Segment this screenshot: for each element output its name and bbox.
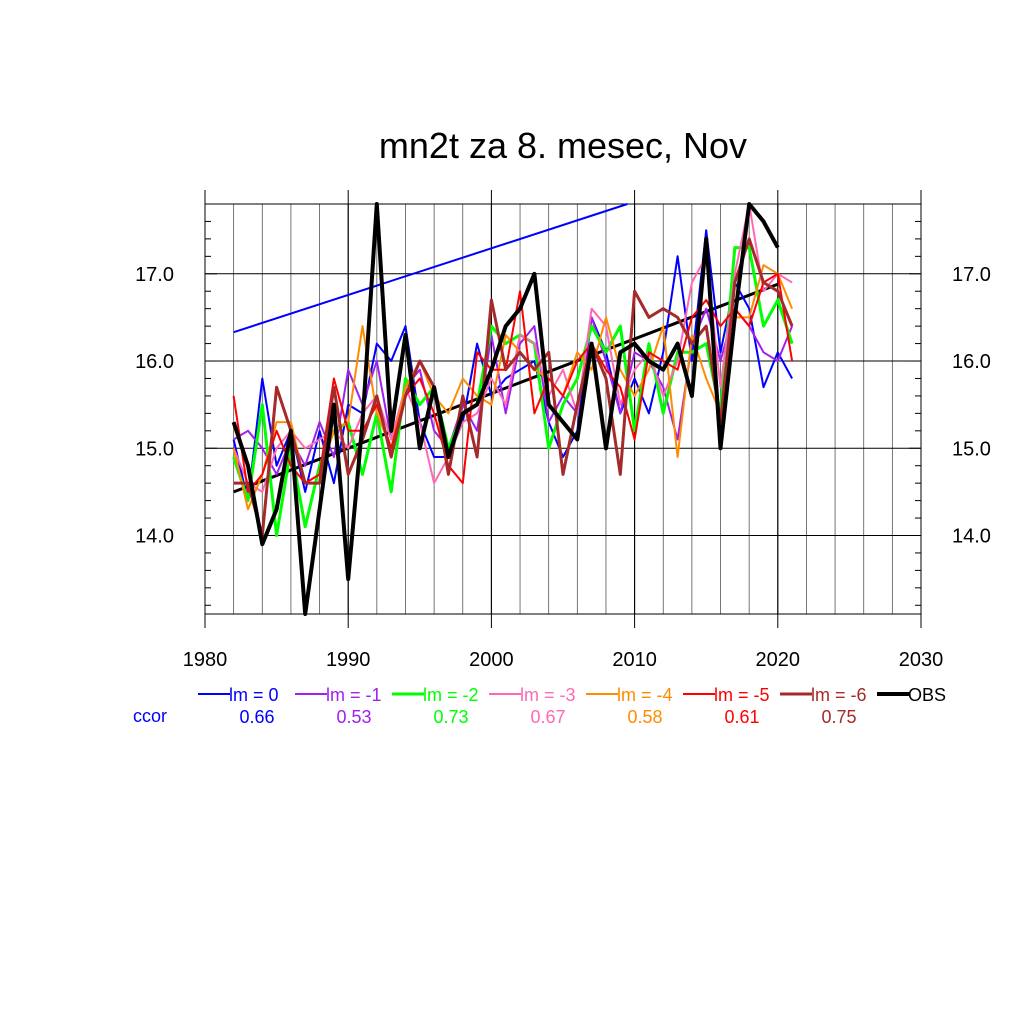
chart-title: mn2t za 8. mesec, Nov	[379, 125, 747, 166]
legend-label-7: OBS	[908, 685, 946, 705]
legend-ccor-2: 0.73	[433, 707, 468, 727]
legend-label-1: lm = -1	[326, 685, 382, 705]
x-tick-label: 1990	[326, 649, 371, 671]
trend-line-0	[233, 203, 628, 334]
legend-ccor-4: 0.58	[627, 707, 662, 727]
legend-ccor-1: 0.53	[336, 707, 371, 727]
legend: ccor lm = 00.66 lm = -10.53 lm = -20.73 lm =…	[133, 685, 946, 727]
legend-label-3: lm = -3	[520, 685, 576, 705]
y-tick-label-left: 15.0	[135, 438, 174, 460]
x-tick-label: 2000	[469, 649, 514, 671]
y-tick-label-right: 17.0	[952, 264, 991, 286]
legend-ccor-3: 0.67	[530, 707, 565, 727]
y-tick-label-left: 16.0	[135, 351, 174, 373]
legend-ccor-0: 0.66	[239, 707, 274, 727]
y-tick-label-left: 17.0	[135, 264, 174, 286]
x-tick-label: 2020	[756, 649, 801, 671]
legend-label-6: lm = -6	[811, 685, 867, 705]
x-tick-label: 2030	[899, 649, 944, 671]
x-tick-label: 2010	[612, 649, 657, 671]
y-tick-label-right: 15.0	[952, 438, 991, 460]
series-lines	[231, 202, 794, 616]
legend-label-5: lm = -5	[714, 685, 770, 705]
y-tick-label-left: 14.0	[135, 525, 174, 547]
x-tick-label: 1980	[183, 649, 228, 671]
legend-label-0: lm = 0	[229, 685, 279, 705]
y-tick-labels: 14.0 14.0 15.0 15.0 16.0 16.0 17.0 17.0	[135, 264, 991, 548]
ccor-label: ccor	[133, 706, 167, 726]
minor-ticks	[204, 190, 922, 628]
plot-frame	[204, 203, 922, 615]
legend-label-4: lm = -4	[617, 685, 673, 705]
y-tick-label-right: 14.0	[952, 525, 991, 547]
legend-ccor-6: 0.75	[821, 707, 856, 727]
x-tick-labels: 1980 1990 2000 2010 2020 2030	[183, 649, 944, 671]
legend-label-2: lm = -2	[423, 685, 479, 705]
series-line-7	[231, 202, 780, 616]
y-tick-label-right: 16.0	[952, 351, 991, 373]
legend-ccor-5: 0.61	[724, 707, 759, 727]
